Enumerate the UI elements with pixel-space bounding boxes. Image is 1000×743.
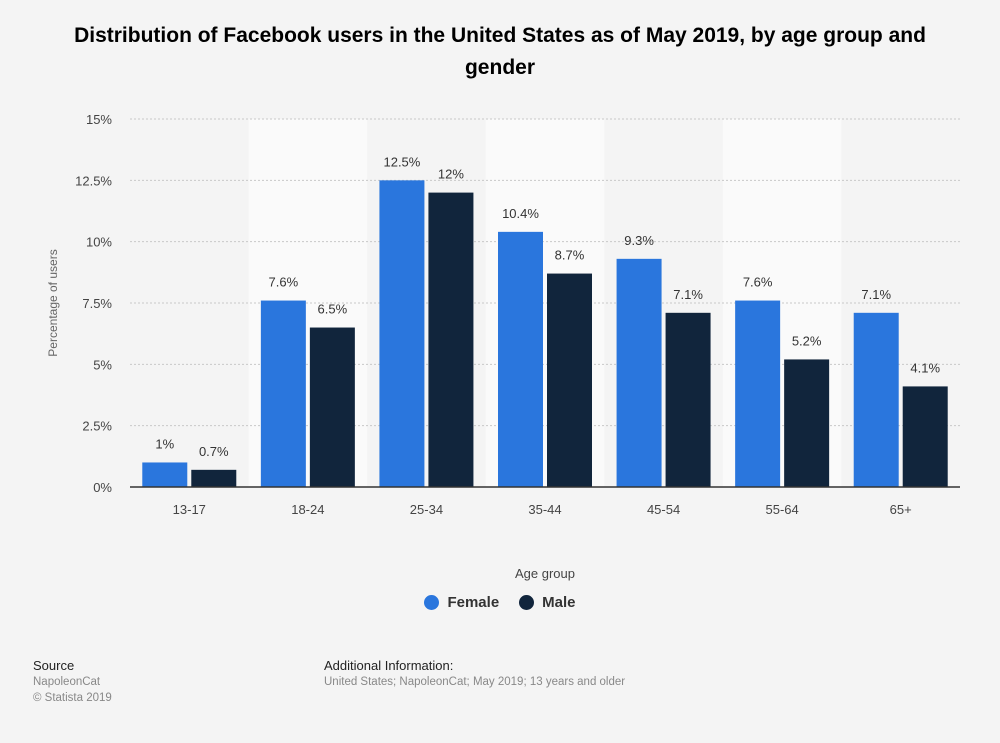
legend-item-male[interactable]: Male <box>519 594 576 611</box>
bar-female-65+ <box>853 312 899 487</box>
bar-female-18-24 <box>260 300 306 487</box>
data-label-male-18-24: 6.5% <box>318 302 348 317</box>
bar-male-45-54 <box>665 312 711 487</box>
source-heading: Source <box>33 658 75 673</box>
y-tick-label: 12.5% <box>75 173 112 188</box>
data-label-male-55-64: 5.2% <box>792 333 822 348</box>
bar-male-65+ <box>902 386 948 487</box>
x-tick-label: 45-54 <box>647 502 680 517</box>
chart-title: Distribution of Facebook users in the Un… <box>74 24 926 79</box>
x-tick-label: 13-17 <box>173 502 206 517</box>
bar-female-45-54 <box>616 258 662 487</box>
y-tick-label: 7.5% <box>82 296 112 311</box>
legend-label-male: Male <box>542 594 576 611</box>
y-axis-label: Percentage of users <box>46 249 60 356</box>
bar-male-13-17 <box>191 469 237 487</box>
data-label-female-13-17: 1% <box>155 436 174 451</box>
x-tick-label: 18-24 <box>291 502 324 517</box>
copyright[interactable]: © Statista 2019 <box>33 692 112 704</box>
y-tick-label: 15% <box>86 112 112 127</box>
x-tick-label: 25-34 <box>410 502 443 517</box>
bars <box>142 180 948 488</box>
additional-info-heading: Additional Information: <box>324 658 454 673</box>
x-tick-label: 55-64 <box>766 502 799 517</box>
data-label-male-35-44: 8.7% <box>555 248 585 263</box>
bar-female-35-44 <box>498 231 543 487</box>
data-label-female-55-64: 7.6% <box>743 275 773 290</box>
x-axis-ticks: 13-17 18-24 25-34 35-44 45-54 55-64 65+ <box>173 502 912 517</box>
data-label-male-25-34: 12% <box>438 167 464 182</box>
bar-female-13-17 <box>142 462 188 487</box>
data-label-female-65+: 7.1% <box>861 287 891 302</box>
bar-male-55-64 <box>784 359 830 487</box>
bar-male-18-24 <box>309 327 355 487</box>
legend-item-female[interactable]: Female <box>424 594 499 611</box>
x-tick-label: 65+ <box>890 502 912 517</box>
source-name[interactable]: NapoleonCat <box>33 676 101 688</box>
data-label-female-35-44: 10.4% <box>502 206 539 221</box>
bar-female-25-34 <box>379 180 425 488</box>
additional-info-block: Additional Information: United States; N… <box>324 658 625 690</box>
data-label-male-65+: 4.1% <box>910 360 940 375</box>
x-tick-label: 35-44 <box>528 502 561 517</box>
bar-male-25-34 <box>428 192 474 487</box>
data-label-male-13-17: 0.7% <box>199 444 229 459</box>
y-tick-label: 2.5% <box>82 419 112 434</box>
y-axis-ticks: 0% 2.5% 5% 7.5% 10% 12.5% 15% <box>75 112 112 495</box>
data-label-female-45-54: 9.3% <box>624 233 654 248</box>
data-label-male-45-54: 7.1% <box>673 287 703 302</box>
additional-info-text: United States; NapoleonCat; May 2019; 13… <box>324 676 626 688</box>
y-tick-label: 10% <box>86 235 112 250</box>
legend-swatch-male <box>519 595 535 610</box>
y-tick-label: 0% <box>93 480 112 495</box>
data-label-female-18-24: 7.6% <box>269 275 299 290</box>
bar-male-35-44 <box>547 273 592 487</box>
data-labels: 1% 0.7% 7.6% 6.5% 12.5% 12% 10.4% 8.7% 9.3% 7.1% 7… <box>155 154 940 458</box>
bar-female-55-64 <box>735 300 781 487</box>
source-block: Source NapoleonCat © Statista 2019 <box>33 658 112 706</box>
x-axis-label: Age group <box>515 566 575 581</box>
legend-label-female: Female <box>447 594 500 611</box>
y-tick-label: 5% <box>93 357 112 372</box>
legend-swatch-female <box>424 595 440 610</box>
data-label-female-25-34: 12.5% <box>383 154 420 169</box>
legend: Female Male <box>0 594 1000 611</box>
